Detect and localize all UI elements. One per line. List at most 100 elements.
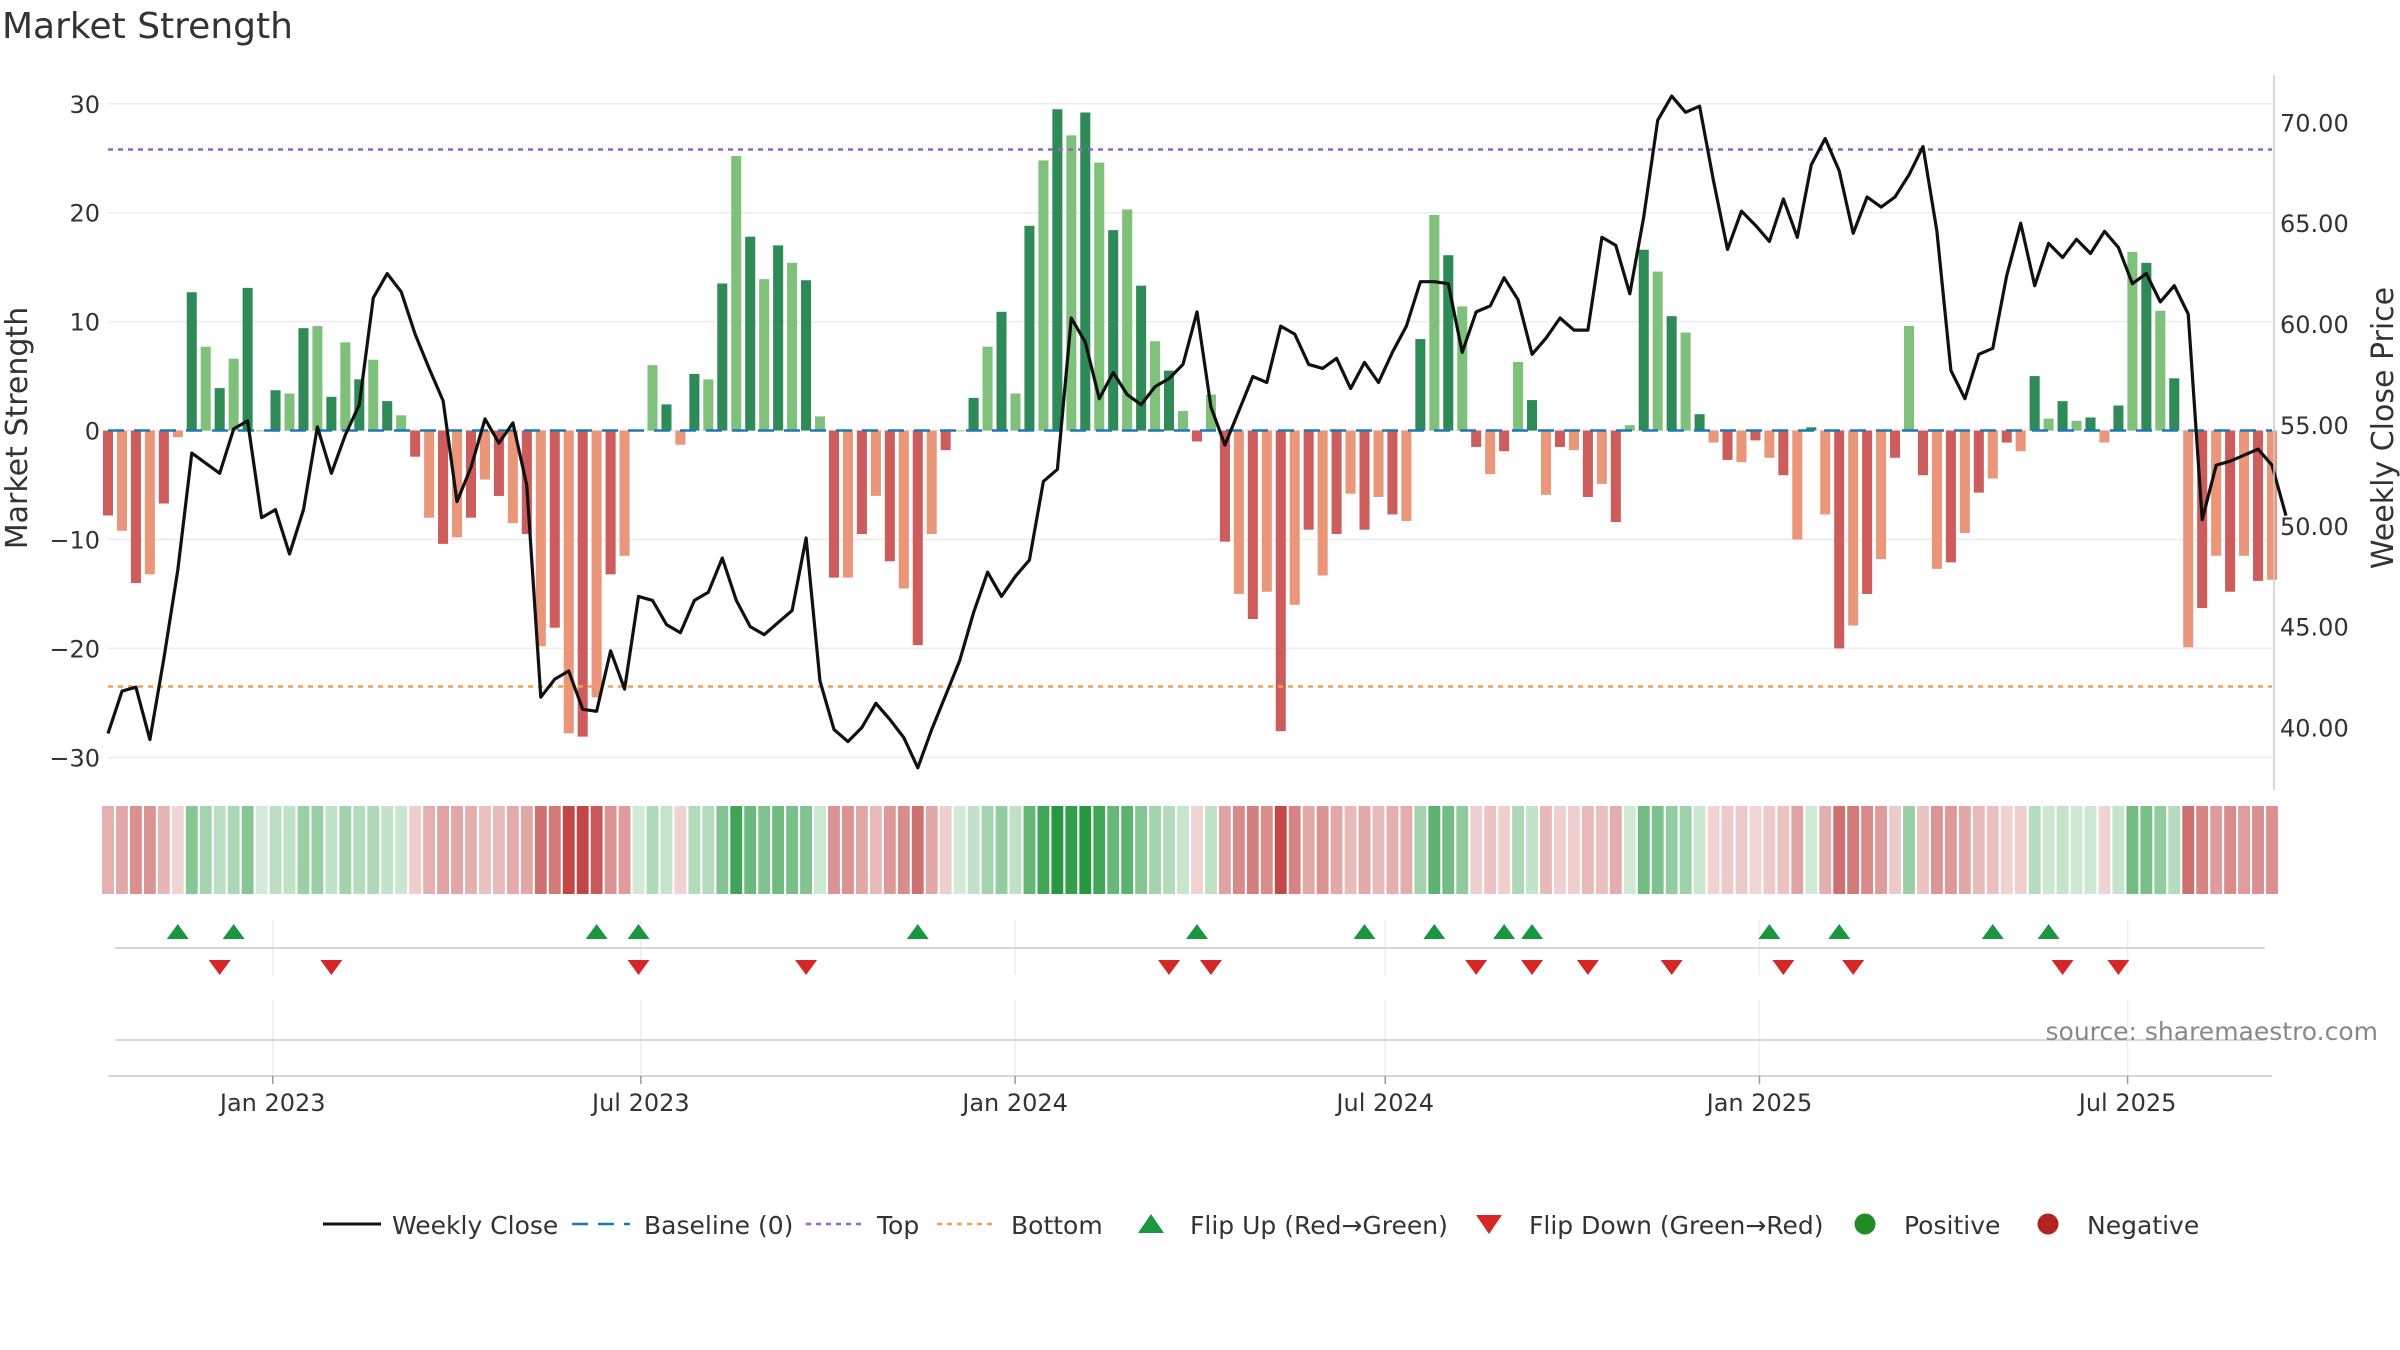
strength-bar [1136,286,1146,431]
strength-bar [1066,135,1076,430]
heat-cell [954,806,966,894]
strength-bar [829,431,839,578]
heat-cell [1051,806,1063,894]
heat-cell [1498,806,1510,894]
strength-heat-strip [102,806,2278,894]
strength-bar [550,431,560,628]
legend-flip-down-icon [1476,1215,1502,1234]
heat-cell [1582,806,1594,894]
strength-bar [1108,230,1118,430]
strength-bar [1513,362,1523,431]
heat-cell [968,806,980,894]
source-label: source: sharemaestro.com [2046,1017,2379,1046]
flip-up-marker [2038,924,2060,939]
heat-cell [1819,806,1831,894]
strength-bar [340,342,350,430]
strength-bar [243,288,253,431]
flip-up-marker [907,924,929,939]
heat-cell [1442,806,1454,894]
strength-bar [1052,109,1062,430]
strength-bar [2044,419,2054,431]
strength-bar [382,401,392,430]
strength-bar [899,431,909,589]
heat-cell [116,806,128,894]
heat-cell [242,806,254,894]
left-tick-label: 20 [69,200,100,228]
strength-bar [1722,431,1732,460]
strength-bar [1527,400,1537,430]
heat-cell [535,806,547,894]
heat-cell [1652,806,1664,894]
heat-cell [1303,806,1315,894]
heat-cell [158,806,170,894]
heat-cell [1428,806,1440,894]
heat-cell [1205,806,1217,894]
strength-bar [1234,431,1244,594]
legend-flip-up-icon [1138,1214,1164,1233]
flip-down-marker [795,960,817,975]
right-tick-label: 55.00 [2280,412,2349,440]
flip-up-marker [1354,924,1376,939]
legend: Weekly Close Baseline (0) Top Bottom Flip Up… [323,1211,2199,1240]
heat-cell [1484,806,1496,894]
strength-bar [1429,215,1439,431]
heat-cell [1945,806,1957,894]
strength-bar [2085,417,2095,430]
strength-bar [2030,376,2040,430]
strength-bar [787,263,797,431]
legend-item: Top [806,1211,919,1240]
strength-bar [1681,333,1691,431]
heat-cell [702,806,714,894]
heat-cell [256,806,268,894]
heat-cell [591,806,603,894]
legend-label: Baseline (0) [644,1211,793,1240]
heat-cell [1163,806,1175,894]
flip-up-marker [167,924,189,939]
heat-cell [1387,806,1399,894]
flip-up-marker [223,924,245,939]
strength-bar [229,359,239,431]
strength-bar [941,431,951,451]
strength-bar [1876,431,1886,560]
strength-bar [536,431,546,647]
heat-cell [2210,806,2222,894]
heat-cell [814,806,826,894]
lower-panel [108,1040,2272,1076]
heat-cell [1931,806,1943,894]
strength-bar [1569,431,1579,451]
heat-cell [1233,806,1245,894]
flip-down-marker [209,960,231,975]
strength-bar [1262,431,1272,592]
heat-cell [1512,806,1524,894]
strength-bar [2169,378,2179,430]
strength-bar [1220,431,1230,542]
strength-bar [913,431,923,646]
strength-bar [368,360,378,431]
heat-cell [870,806,882,894]
strength-bar [759,279,769,430]
heat-cell [1177,806,1189,894]
heat-cell [1596,806,1608,894]
legend-label: Bottom [1011,1211,1103,1240]
heat-cell [1917,806,1929,894]
strength-bar [927,431,937,534]
legend-label: Flip Up (Red→Green) [1190,1211,1448,1240]
strength-bar [871,431,881,496]
heat-cell [507,806,519,894]
flip-up-marker [1423,924,1445,939]
heat-cell [842,806,854,894]
heat-cell [605,806,617,894]
strength-bar [1080,112,1090,430]
heat-cell [800,806,812,894]
flip-up-marker [1758,924,1780,939]
strength-bar [1583,431,1593,497]
strength-bar [592,431,602,698]
flip-down-marker [320,960,342,975]
strength-bar [578,431,588,737]
flip-down-marker [1200,960,1222,975]
heat-cell [214,806,226,894]
heat-cell [1261,806,1273,894]
strength-bar [1024,226,1034,431]
flip-up-marker [1982,924,2004,939]
strength-bar [159,431,169,504]
